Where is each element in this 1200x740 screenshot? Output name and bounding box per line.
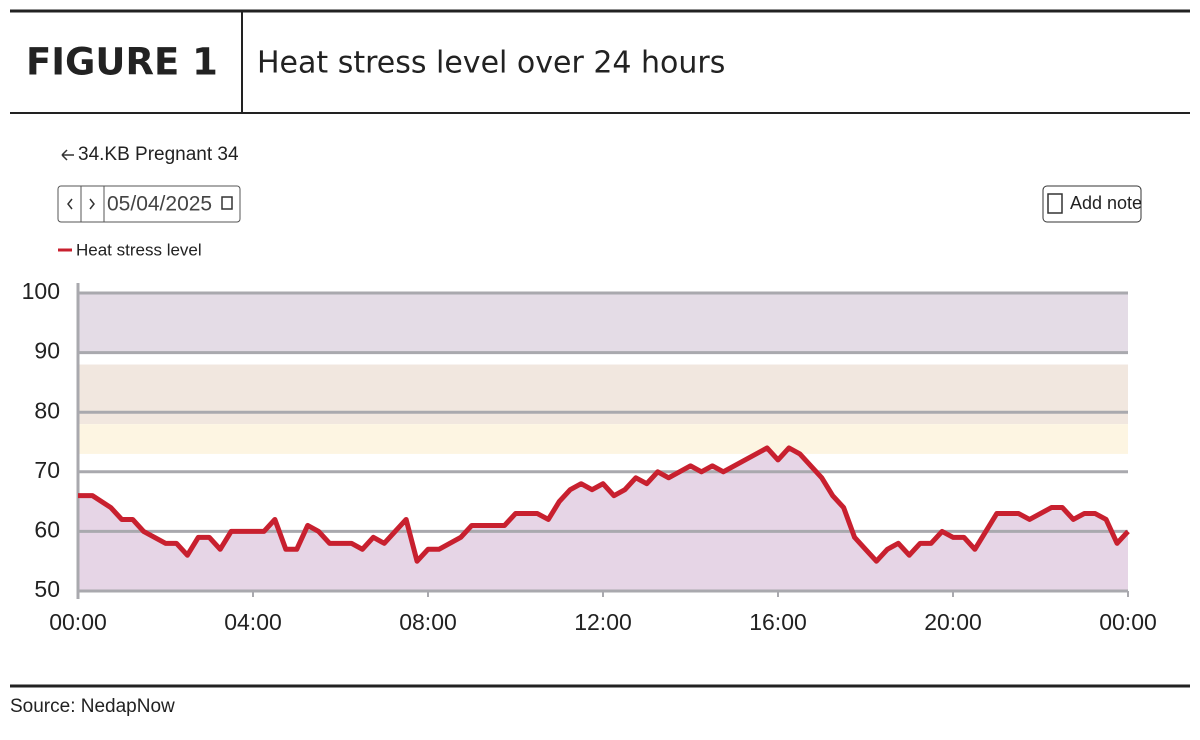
legend-label: Heat stress level [76,240,202,259]
add-note-label[interactable]: Add note [1070,193,1142,213]
y-tick-label: 60 [34,516,60,542]
threshold-band [78,293,1128,353]
x-tick-label: 00:00 [1099,609,1157,635]
figure-label: FIGURE 1 [26,41,218,84]
x-tick-label: 00:00 [49,609,107,635]
y-tick-label: 100 [22,278,60,304]
x-tick-label: 12:00 [574,609,632,635]
x-tick-label: 04:00 [224,609,282,635]
back-arrow[interactable] [61,149,74,161]
threshold-band [78,424,1128,454]
next-button[interactable] [89,198,95,210]
y-tick-label: 90 [34,338,60,364]
threshold-band [78,364,1128,425]
back-label[interactable]: 34.KB Pregnant 34 [78,144,239,165]
add-note-button[interactable] [1042,185,1142,223]
x-tick-label: 08:00 [399,609,457,635]
area [78,447,1128,591]
chart-title: Heat stress level over 24 hours [257,46,725,81]
calendar-icon[interactable] [221,196,233,210]
x-tick-label: 16:00 [749,609,807,635]
y-tick-label: 50 [34,576,60,602]
line [78,445,1130,564]
date-value[interactable]: 05/04/2025 [107,193,212,216]
y-tick-label: 70 [34,457,60,483]
note-icon [1047,193,1063,214]
source: Source: NedapNow [10,696,175,717]
x-tick-label: 20:00 [924,609,982,635]
y-tick-label: 80 [34,397,60,423]
prev-button[interactable] [67,198,73,210]
